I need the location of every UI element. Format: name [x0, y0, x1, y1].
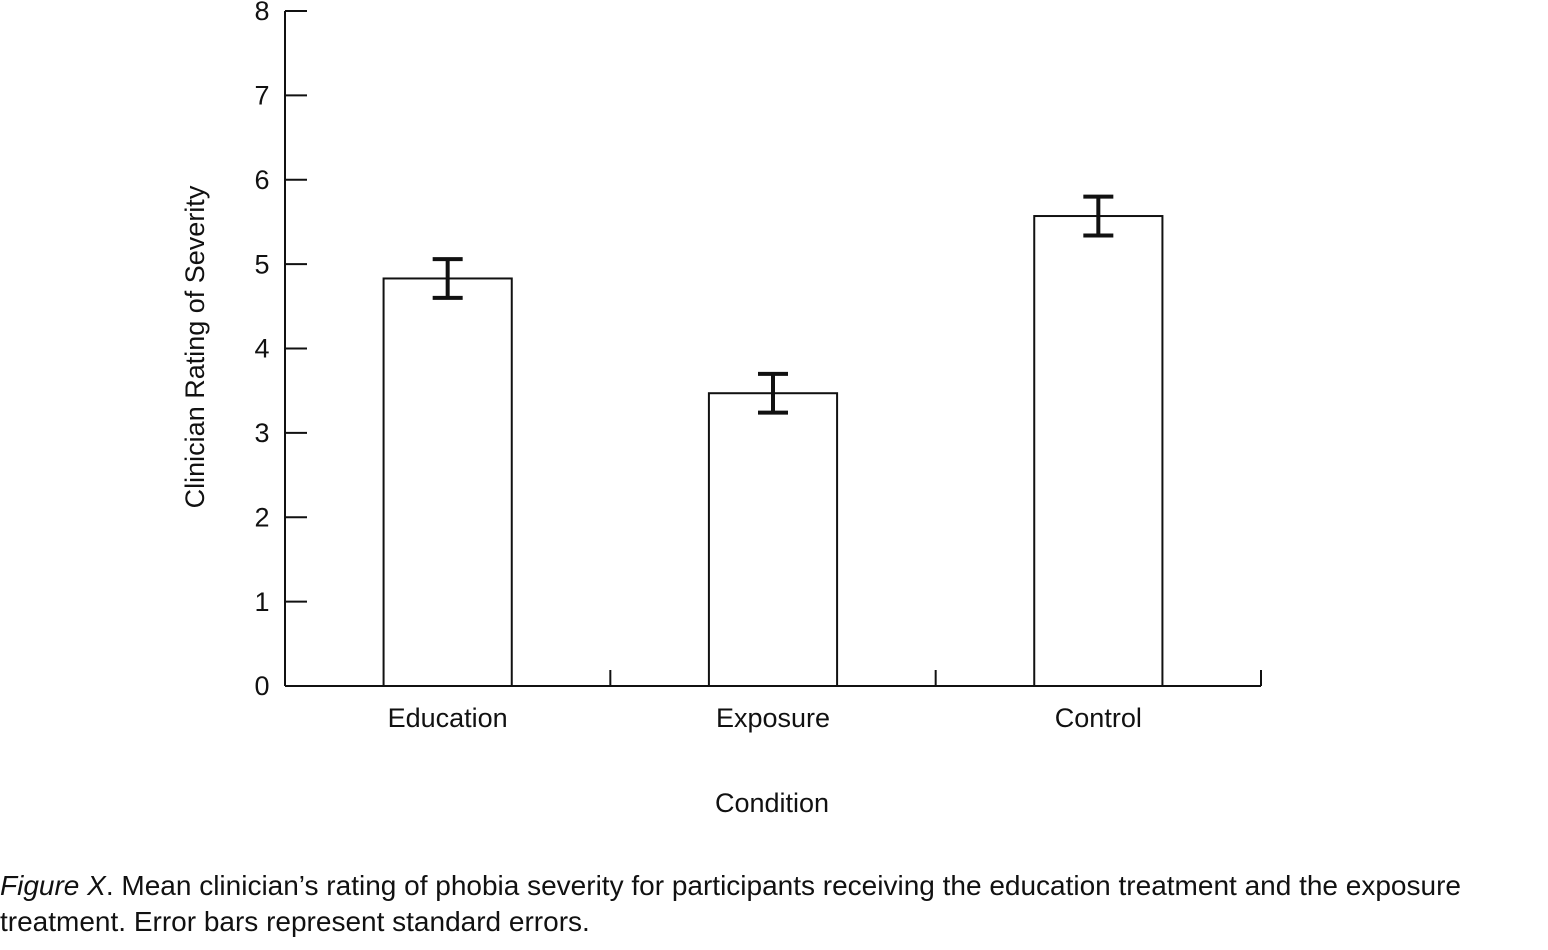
caption-text: . Mean clinician’s rating of phobia seve…	[0, 870, 1461, 937]
x-axis-title: Condition	[715, 788, 829, 818]
y-tick-label: 7	[254, 81, 269, 111]
caption-label: Figure X	[0, 870, 106, 901]
x-tick-label: Exposure	[716, 703, 830, 733]
error-bar	[1083, 194, 1114, 238]
y-axis-title: Clinician Rating of Severity	[180, 185, 210, 508]
chart: Clinician Rating of Severity Condition 0…	[180, 0, 1262, 818]
x-tick-label: Control	[1055, 703, 1142, 733]
bar	[707, 392, 839, 687]
y-tick-label: 1	[254, 587, 269, 617]
y-tick-label: 0	[254, 671, 269, 701]
error-bar	[758, 371, 788, 415]
x-tick-label: Education	[388, 703, 508, 733]
bar	[382, 277, 513, 687]
error-bar	[432, 257, 463, 300]
y-tick-label: 2	[254, 502, 269, 532]
bar	[1033, 215, 1164, 687]
y-tick-label: 8	[254, 0, 269, 26]
caption: Figure X. Mean clinician’s rating of pho…	[0, 868, 1530, 940]
y-tick-label: 4	[254, 334, 269, 364]
y-tick-label: 6	[254, 165, 269, 195]
y-tick-label: 3	[254, 418, 269, 448]
y-tick-label: 5	[254, 249, 269, 279]
